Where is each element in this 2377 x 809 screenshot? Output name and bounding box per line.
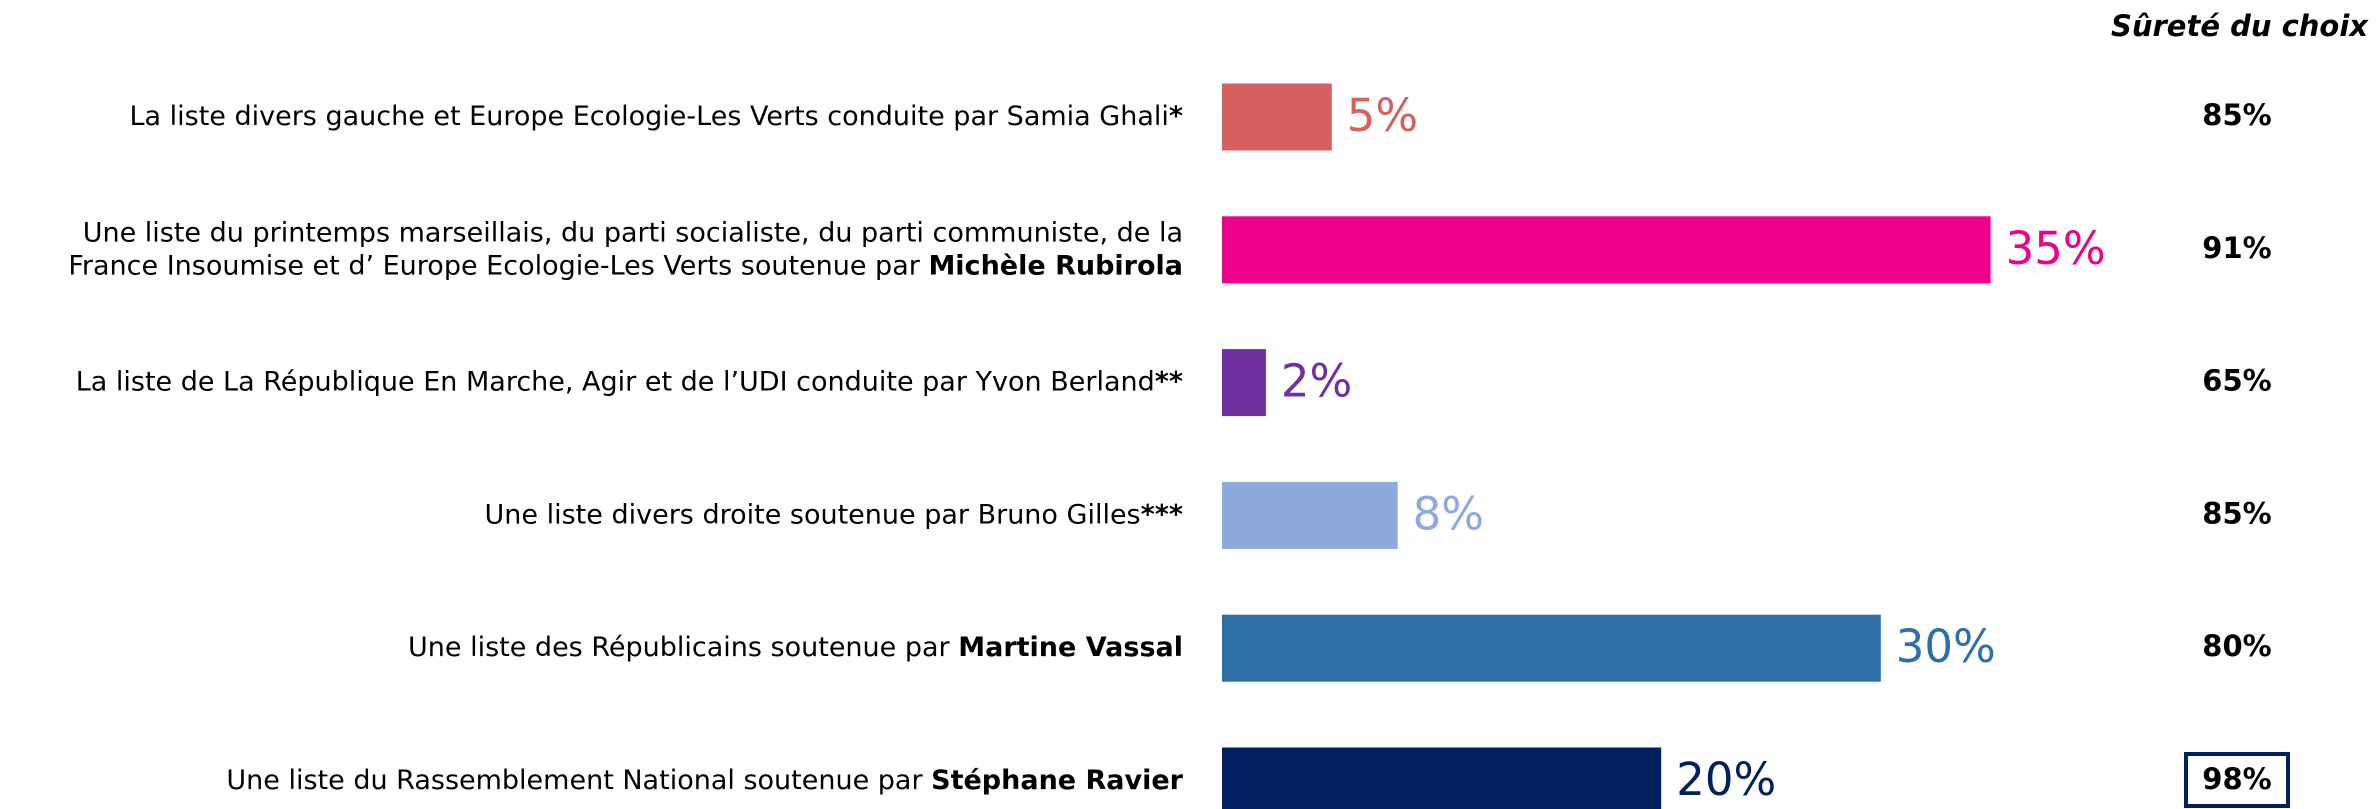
label-segment: France Insoumise et d’ Europe Ecologie-L… bbox=[68, 250, 928, 281]
category-label: La liste divers gauche et Europe Ecologi… bbox=[129, 101, 1183, 132]
label-segment: Une liste du printemps marseillais, du p… bbox=[83, 217, 1183, 248]
value-label: 35% bbox=[2006, 222, 2106, 275]
label-segment: Une liste divers droite soutenue par Bru… bbox=[485, 499, 1141, 530]
category-label: La liste de La République En Marche, Agi… bbox=[76, 366, 1183, 397]
category-label: Une liste du printemps marseillais, du p… bbox=[83, 217, 1183, 248]
bar bbox=[1222, 615, 1881, 682]
bar bbox=[1222, 216, 1991, 283]
confidence-label: 85% bbox=[2202, 496, 2271, 530]
label-segment: *** bbox=[1141, 499, 1183, 530]
bar bbox=[1222, 84, 1332, 151]
bar bbox=[1222, 349, 1266, 416]
label-segment: * bbox=[1169, 101, 1183, 132]
confidence-label: 85% bbox=[2202, 98, 2271, 132]
label-segment: La liste divers gauche et Europe Ecologi… bbox=[129, 101, 1168, 132]
value-label: 2% bbox=[1281, 355, 1352, 408]
value-label: 8% bbox=[1413, 487, 1484, 540]
confidence-label: 80% bbox=[2202, 629, 2271, 663]
value-label: 30% bbox=[1896, 620, 1996, 673]
category-label: Une liste des Républicains soutenue par … bbox=[408, 632, 1183, 663]
category-label: Une liste divers droite soutenue par Bru… bbox=[485, 499, 1183, 530]
label-segment: ** bbox=[1155, 366, 1183, 397]
chart: Sûreté du choix La liste divers gauche e… bbox=[0, 0, 2377, 809]
confidence-label: 91% bbox=[2202, 231, 2271, 265]
bar bbox=[1222, 482, 1398, 549]
label-segment: Une liste des Républicains soutenue par bbox=[408, 632, 958, 663]
bar bbox=[1222, 748, 1661, 809]
label-segment: Michèle Rubirola bbox=[928, 250, 1183, 281]
confidence-label: 65% bbox=[2202, 364, 2271, 398]
confidence-label: 98% bbox=[2202, 762, 2271, 796]
label-segment: Une liste du Rassemblement National sout… bbox=[226, 765, 931, 796]
value-label: 5% bbox=[1347, 89, 1418, 142]
label-segment: Martine Vassal bbox=[958, 632, 1183, 663]
label-segment: La liste de La République En Marche, Agi… bbox=[76, 366, 1155, 397]
label-segment: Stéphane Ravier bbox=[931, 765, 1184, 796]
value-label: 20% bbox=[1676, 753, 1776, 806]
confidence-title: Sûreté du choix bbox=[2111, 9, 2369, 43]
category-label: Une liste du Rassemblement National sout… bbox=[226, 765, 1183, 796]
category-label: France Insoumise et d’ Europe Ecologie-L… bbox=[68, 250, 1183, 281]
